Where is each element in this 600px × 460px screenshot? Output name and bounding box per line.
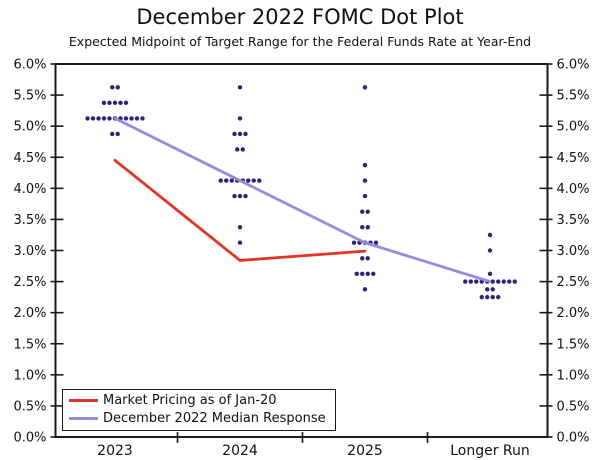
dots-2024 — [218, 85, 262, 245]
purple-line-swatch — [69, 416, 98, 421]
dots-2025 — [351, 85, 379, 292]
plot-frame — [54, 63, 549, 438]
svg-text:5.5%: 5.5% — [13, 89, 46, 104]
chart-subtitle: Expected Midpoint of Target Range for th… — [68, 34, 532, 49]
svg-text:3.5%: 3.5% — [557, 213, 590, 228]
dots-longer-run — [463, 232, 517, 300]
legend-item-median-response: December 2022 Median Response — [69, 410, 326, 427]
svg-text:1.5%: 1.5% — [557, 337, 590, 352]
svg-text:2.0%: 2.0% — [13, 306, 46, 321]
svg-text:0.0%: 0.0% — [557, 431, 590, 446]
svg-text:4.5%: 4.5% — [13, 151, 46, 166]
svg-text:3.0%: 3.0% — [557, 244, 590, 259]
legend-item-market-pricing: Market Pricing as of Jan-20 — [69, 392, 326, 409]
svg-text:4.5%: 4.5% — [557, 151, 590, 166]
svg-text:2025: 2025 — [347, 443, 383, 459]
svg-text:0.0%: 0.0% — [13, 431, 46, 446]
chart-title: December 2022 FOMC Dot Plot — [136, 5, 464, 29]
svg-text:5.0%: 5.0% — [13, 120, 46, 135]
svg-text:1.5%: 1.5% — [13, 337, 46, 352]
legend-label-median-response: December 2022 Median Response — [103, 411, 326, 426]
svg-text:2.5%: 2.5% — [557, 275, 590, 290]
svg-text:Longer Run: Longer Run — [450, 443, 530, 459]
svg-text:0.5%: 0.5% — [13, 399, 46, 414]
x-axis-labels: 2023 2024 2025 Longer Run — [97, 443, 530, 459]
svg-text:5.0%: 5.0% — [557, 120, 590, 135]
svg-text:3.0%: 3.0% — [13, 244, 46, 259]
svg-text:1.0%: 1.0% — [557, 368, 590, 383]
svg-text:0.5%: 0.5% — [557, 399, 590, 414]
line-market-pricing-as-of-jan-20 — [113, 158, 367, 262]
red-line-swatch — [69, 398, 98, 403]
dots-2023 — [85, 85, 145, 137]
svg-text:1.0%: 1.0% — [13, 368, 46, 383]
svg-text:6.0%: 6.0% — [13, 58, 46, 73]
svg-text:4.0%: 4.0% — [13, 182, 46, 197]
svg-text:4.0%: 4.0% — [557, 182, 590, 197]
x-axis-ticks — [176, 432, 429, 443]
svg-text:6.0%: 6.0% — [557, 58, 590, 73]
svg-text:2023: 2023 — [97, 443, 133, 459]
svg-text:3.5%: 3.5% — [13, 213, 46, 228]
y-axis-ticks: 0.0% 0.0% 0.5% 0.5% 1.0% 1.0% 1.5% 1.5% 2.0% 2.0%… — [13, 58, 589, 446]
svg-text:2.5%: 2.5% — [13, 275, 46, 290]
line-december-2022-median-response — [113, 116, 492, 283]
svg-text:2.0%: 2.0% — [557, 306, 590, 321]
legend: Market Pricing as of Jan-20 December 202… — [62, 389, 336, 431]
svg-text:2024: 2024 — [222, 443, 258, 459]
svg-text:5.5%: 5.5% — [557, 89, 590, 104]
legend-label-market-pricing: Market Pricing as of Jan-20 — [103, 393, 277, 408]
